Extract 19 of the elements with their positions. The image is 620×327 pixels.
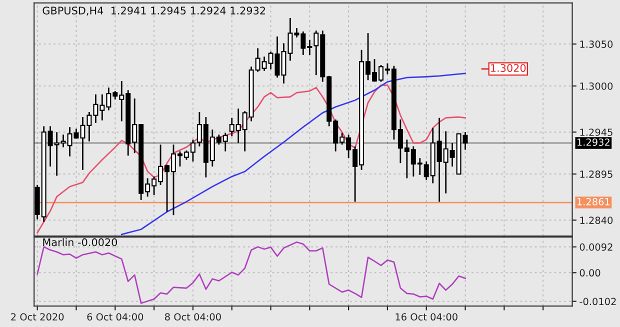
- x-tick-label: 6 Oct 04:00: [87, 313, 144, 321]
- y-tick-label: -0.0102: [580, 298, 616, 306]
- y-tick-label: 1.3050: [580, 40, 613, 48]
- chart-title: Marlin -0.0020: [43, 238, 118, 246]
- text: 1.3020: [491, 64, 526, 72]
- chart-title: GBPUSD,H4 1.2941 1.2945 1.2924 1.2932: [42, 6, 266, 16]
- y-tick-label: 1.2840: [580, 216, 613, 224]
- y-tick-label: 1.3000: [580, 82, 613, 90]
- y-tick-label: 0.00: [580, 269, 600, 277]
- x-tick-label: 8 Oct 04:00: [165, 313, 221, 321]
- line-series: [36, 84, 466, 234]
- ref-line-label: 1.2932: [577, 138, 610, 146]
- y-tick-label: 1.2895: [580, 170, 612, 178]
- x-tick-label: 16 Oct 04:00: [396, 313, 458, 321]
- line-series: [120, 72, 466, 236]
- ref-line-label: 1.2861: [577, 198, 610, 206]
- x-tick-label: 2 Oct 2020: [11, 313, 64, 321]
- y-tick-label: 0.0092: [580, 243, 612, 251]
- y-tick-label: 1.2945: [580, 128, 612, 136]
